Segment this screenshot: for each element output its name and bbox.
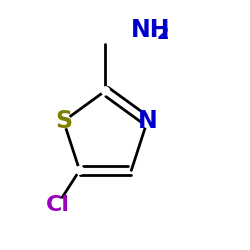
Circle shape [102,87,109,95]
Circle shape [57,114,70,128]
Circle shape [141,115,154,127]
Text: 2: 2 [157,25,169,43]
Text: NH: NH [131,18,170,42]
Circle shape [76,166,84,174]
Text: Cl: Cl [46,194,70,214]
Text: N: N [138,109,157,133]
Text: S: S [55,109,72,133]
